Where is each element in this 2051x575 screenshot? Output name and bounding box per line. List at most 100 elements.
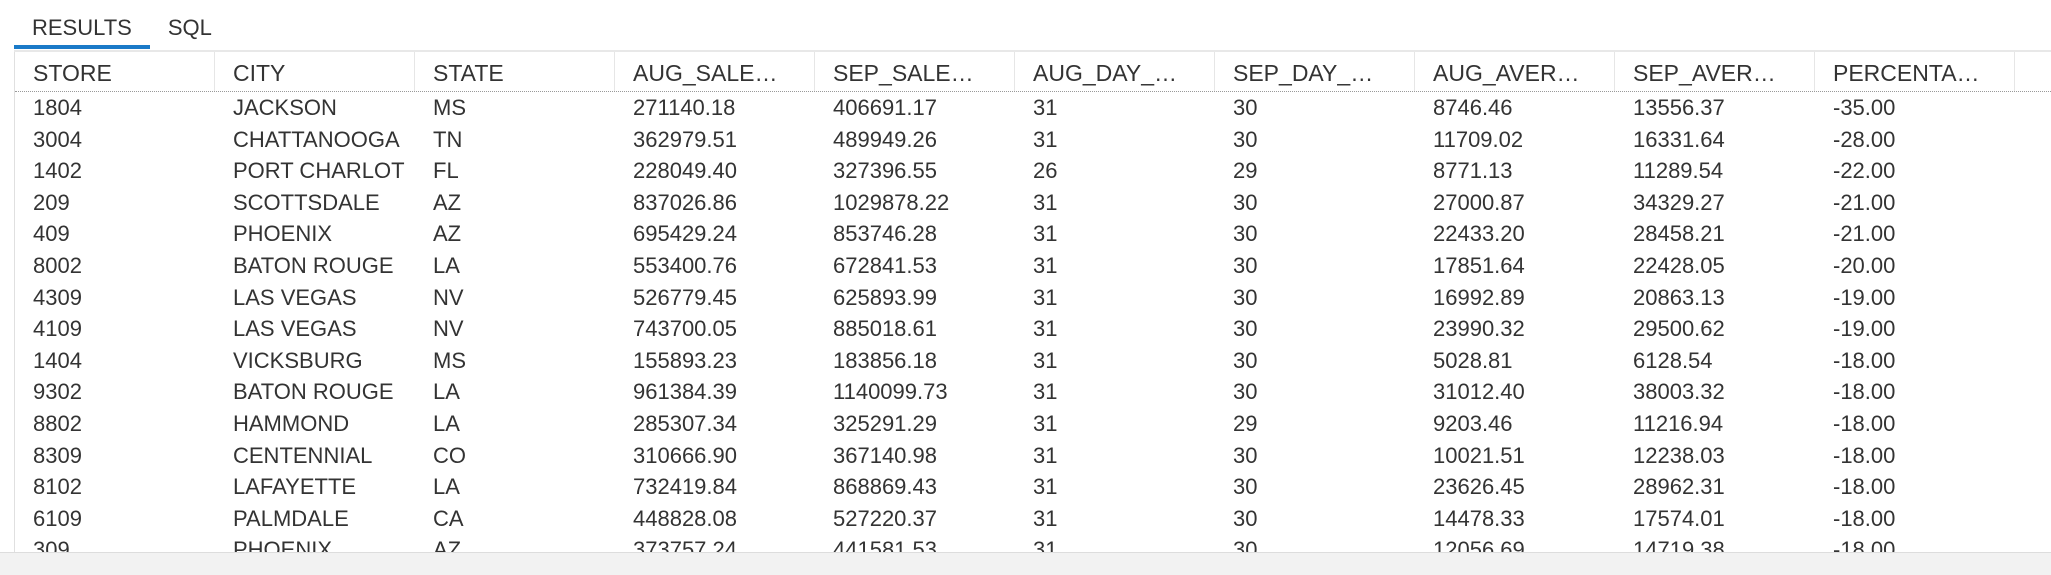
table-cell: 743700.05 xyxy=(633,316,737,342)
table-cell: 30 xyxy=(1233,189,1258,215)
table-cell: 38003.32 xyxy=(1633,379,1725,405)
table-cell: 8771.13 xyxy=(1433,158,1513,184)
table-cell: 20863.13 xyxy=(1633,284,1725,310)
table-cell: 327396.55 xyxy=(833,158,937,184)
column-header[interactable]: STORE xyxy=(15,52,215,91)
table-cell: AZ xyxy=(433,221,462,247)
table-cell: 26 xyxy=(1033,158,1058,184)
table-cell: 30 xyxy=(1233,252,1258,278)
table-cell: MS xyxy=(433,95,466,120)
table-cell: 30 xyxy=(1233,379,1258,405)
table-cell: 373757.24 xyxy=(633,537,737,553)
table-cell: FL xyxy=(433,158,459,184)
table-cell: 17851.64 xyxy=(1433,252,1525,278)
pagination-bar xyxy=(0,552,2051,575)
table-row[interactable]: 8002 BATON ROUGE LA 553400.76 672841.53 31 30 1… xyxy=(15,250,2051,282)
column-header[interactable]: SEP_SALE… xyxy=(815,52,1015,91)
table-cell: 1140099.73 xyxy=(833,379,948,405)
tab-sql[interactable]: SQL xyxy=(167,15,212,40)
table-cell: 8002 xyxy=(33,252,82,278)
table-cell: 209 xyxy=(33,189,70,215)
table-row[interactable]: 3004 CHATTANOOGA TN 362979.51 489949.26 31 30 1… xyxy=(15,124,2051,156)
table-row[interactable]: 209 SCOTTSDALE AZ 837026.86 1029878.22 31 30 27… xyxy=(15,187,2051,219)
table-cell: CHATTANOOGA xyxy=(233,126,400,152)
table-cell: 30 xyxy=(1233,284,1258,310)
table-cell: 409 xyxy=(33,221,70,247)
table-row[interactable]: 8309 CENTENNIAL CO 310666.90 367140.98 31 30 10… xyxy=(15,440,2051,472)
table-cell: 31 xyxy=(1033,252,1058,278)
column-header[interactable]: PERCENTA… xyxy=(1815,52,2015,91)
table-row[interactable]: 409 PHOENIX AZ 695429.24 853746.28 31 30 22433.… xyxy=(15,218,2051,250)
table-cell: 31 xyxy=(1033,474,1058,500)
table-cell: 31 xyxy=(1033,505,1058,531)
table-cell: 868869.43 xyxy=(833,474,937,500)
table-cell: 527220.37 xyxy=(833,505,937,531)
table-cell: 28458.21 xyxy=(1633,221,1725,247)
table-cell: -20.00 xyxy=(1833,252,1896,278)
table-cell: LA xyxy=(433,379,460,405)
table-cell: -21.00 xyxy=(1833,189,1896,215)
table-row[interactable]: 6109 PALMDALE CA 448828.08 527220.37 31 30 1447… xyxy=(15,503,2051,535)
table-cell: 30 xyxy=(1233,505,1258,531)
table-cell: 17574.01 xyxy=(1633,505,1725,531)
table-row[interactable]: 8102 LAFAYETTE LA 732419.84 868869.43 31 30 236… xyxy=(15,471,2051,503)
table-cell: 1402 xyxy=(33,158,82,184)
table-cell: 29 xyxy=(1233,410,1258,436)
column-header[interactable]: STATE xyxy=(415,52,615,91)
table-row[interactable]: 1402 PORT CHARLOT FL 228049.40 327396.55 26 29… xyxy=(15,155,2051,187)
table-cell: 30 xyxy=(1233,126,1258,152)
column-header[interactable]: SEP_AVER… xyxy=(1615,52,1815,91)
table-cell: -18.00 xyxy=(1833,442,1896,468)
table-cell: PHOENIX xyxy=(233,537,333,553)
results-grid[interactable]: STORE CITY STATE AUG_SALE… SEP_SALE… AUG_DAY_… xyxy=(14,52,2051,553)
table-cell: BATON ROUGE xyxy=(233,252,394,278)
table-cell: LAS VEGAS xyxy=(233,316,357,342)
table-cell: -18.00 xyxy=(1833,474,1896,500)
table-cell: 526779.45 xyxy=(633,284,737,310)
table-cell: TN xyxy=(433,126,463,152)
table-row[interactable]: 8802 HAMMOND LA 285307.34 325291.29 31 29 9203.… xyxy=(15,408,2051,440)
table-cell: 553400.76 xyxy=(633,252,737,278)
table-cell: 30 xyxy=(1233,95,1258,120)
table-cell: 27000.87 xyxy=(1433,189,1525,215)
tabs-divider xyxy=(14,50,2051,52)
column-header[interactable]: AUG_AVER… xyxy=(1415,52,1615,91)
table-cell: -35.00 xyxy=(1833,95,1896,120)
table-cell: 3004 xyxy=(33,126,82,152)
table-cell: SCOTTSDALE xyxy=(233,189,380,215)
table-row[interactable]: 4109 LAS VEGAS NV 743700.05 885018.61 31 30 239… xyxy=(15,313,2051,345)
table-row[interactable]: 309 PHOENIX AZ 373757.24 441581.53 31 30 12056.… xyxy=(15,534,2051,553)
table-cell: -21.00 xyxy=(1833,221,1896,247)
table-cell: 31 xyxy=(1033,410,1058,436)
table-cell: 31 xyxy=(1033,126,1058,152)
table-cell: -22.00 xyxy=(1833,158,1896,184)
table-cell: 30 xyxy=(1233,442,1258,468)
column-header[interactable]: CITY xyxy=(215,52,415,91)
table-cell: 31 xyxy=(1033,379,1058,405)
column-header[interactable]: SEP_DAY_… xyxy=(1215,52,1415,91)
table-cell: AZ xyxy=(433,189,462,215)
column-header[interactable]: AUG_SALE… xyxy=(615,52,815,91)
table-cell: PHOENIX xyxy=(233,221,333,247)
table-cell: -18.00 xyxy=(1833,347,1896,373)
table-row[interactable]: 1804 JACKSON MS 271140.18 406691.17 31 30 8746.… xyxy=(15,92,2051,124)
table-cell: NV xyxy=(433,316,464,342)
column-header[interactable]: AUG_DAY_… xyxy=(1015,52,1215,91)
table-cell: -19.00 xyxy=(1833,284,1896,310)
table-row[interactable]: 9302 BATON ROUGE LA 961384.39 1140099.73 31 30… xyxy=(15,376,2051,408)
table-cell: 16331.64 xyxy=(1633,126,1725,152)
table-cell: -28.00 xyxy=(1833,126,1896,152)
table-row[interactable]: 1404 VICKSBURG MS 155893.23 183856.18 31 30 502… xyxy=(15,345,2051,377)
table-cell: 1029878.22 xyxy=(833,189,950,215)
table-cell: 14719.38 xyxy=(1633,537,1725,553)
table-cell: 31 xyxy=(1033,221,1058,247)
table-row[interactable]: 4309 LAS VEGAS NV 526779.45 625893.99 31 30 169… xyxy=(15,282,2051,314)
table-cell: 4109 xyxy=(33,316,82,342)
table-cell: BATON ROUGE xyxy=(233,379,394,405)
table-cell: CO xyxy=(433,442,466,468)
table-cell: 31 xyxy=(1033,537,1058,553)
table-cell: 8746.46 xyxy=(1433,95,1513,120)
tab-results[interactable]: RESULTS xyxy=(14,0,150,49)
table-cell: 14478.33 xyxy=(1433,505,1525,531)
table-cell: 30 xyxy=(1233,474,1258,500)
